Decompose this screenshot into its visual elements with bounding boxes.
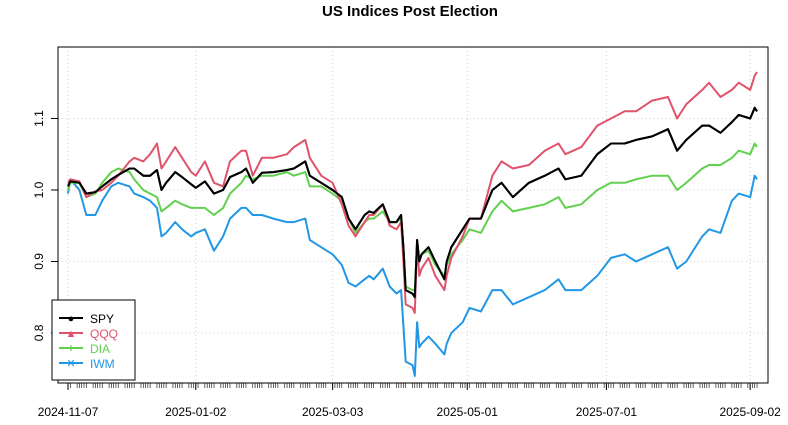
x-axis: 2024-11-07 2025-01-02 2025-03-03 2025-05-01… — [38, 383, 781, 419]
legend: ● SPY ▲ QQQ + DIA ✕ IWM — [51, 299, 136, 381]
series-line-qqq — [67, 71, 758, 314]
legend-label: SPY — [90, 312, 114, 326]
y-tick-label: 1.1 — [32, 110, 46, 127]
legend-marker: ▲ — [66, 328, 77, 340]
chart-title: US Indices Post Election — [322, 3, 498, 20]
y-axis: 0.8 0.9 1.0 1.1 — [32, 110, 58, 341]
y-tick-label: 0.8 — [32, 324, 46, 341]
x-tick-label: 2025-01-02 — [165, 405, 227, 419]
legend-marker: ● — [68, 313, 75, 325]
legend-label: IWM — [90, 357, 115, 371]
series-line-spy-top — [67, 106, 758, 299]
legend-item-iwm: ✕ IWM — [59, 357, 115, 371]
legend-label: QQQ — [90, 327, 118, 341]
legend-marker: ✕ — [66, 358, 75, 370]
legend-marker: + — [68, 343, 74, 355]
x-tick-label: 2025-05-01 — [437, 405, 499, 419]
legend-item-qqq: ▲ QQQ — [59, 327, 118, 341]
series-line-dia — [67, 142, 758, 292]
legend-item-dia: + DIA — [59, 342, 110, 356]
legend-item-spy: ● SPY — [59, 312, 114, 326]
series-line-iwm — [67, 174, 758, 377]
y-tick-label: 0.9 — [32, 253, 46, 270]
grid — [58, 47, 768, 383]
x-tick-label: 2024-11-07 — [38, 405, 99, 419]
x-tick-label: 2025-03-03 — [302, 405, 364, 419]
y-tick-label: 1.0 — [32, 181, 46, 198]
legend-label: DIA — [90, 342, 110, 356]
x-tick-label: 2025-07-01 — [576, 405, 638, 419]
x-tick-label: 2025-09-02 — [719, 405, 781, 419]
series-layer — [67, 71, 758, 377]
plot-frame — [57, 46, 769, 384]
legend-box — [51, 299, 136, 381]
